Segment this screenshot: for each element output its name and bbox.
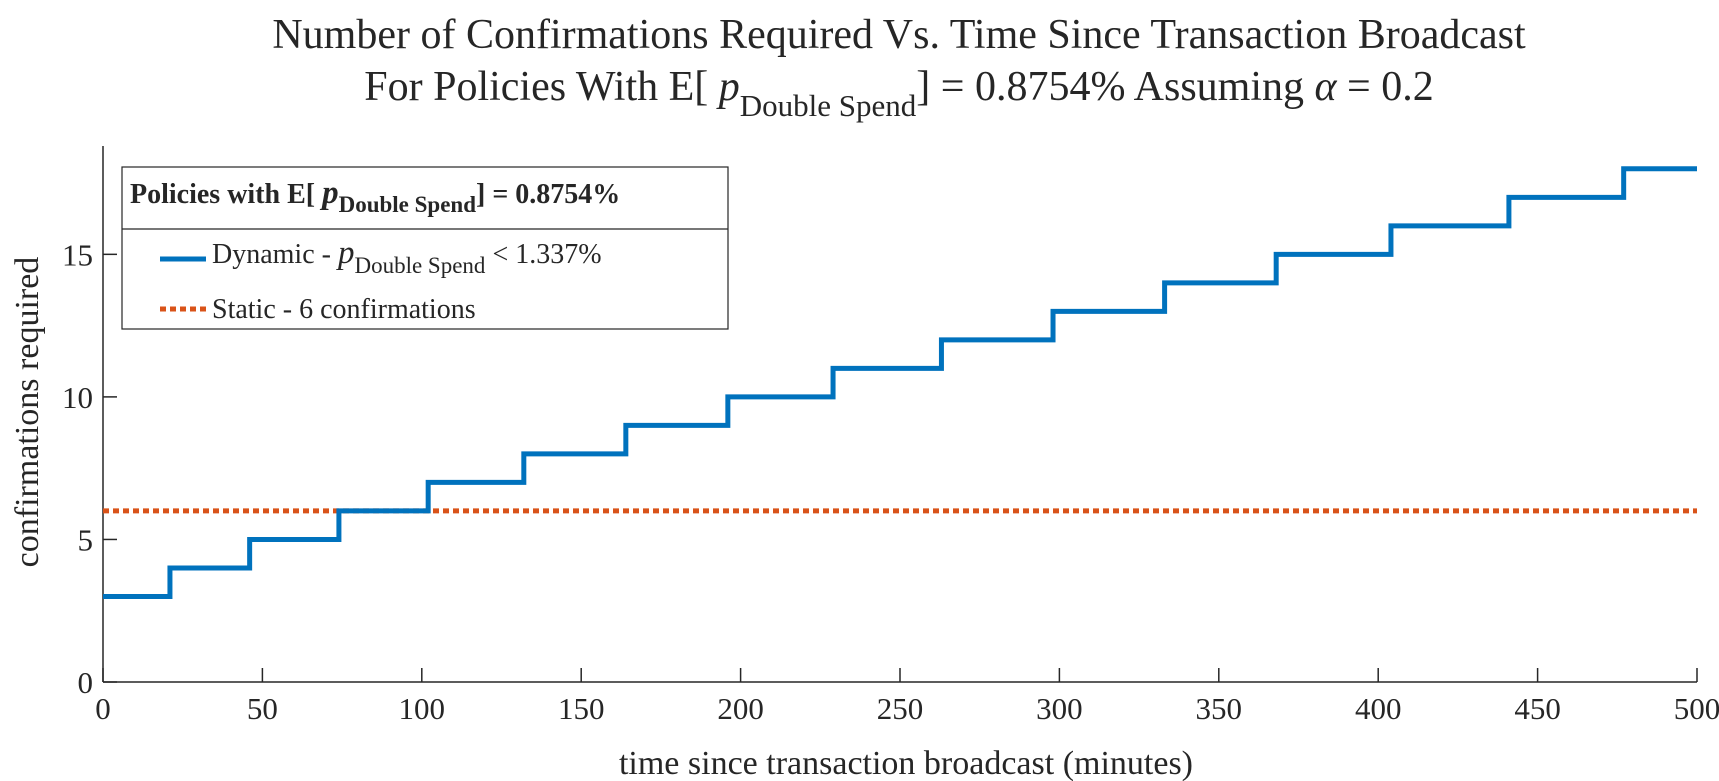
legend-dynamic-p: p <box>336 235 355 271</box>
title-suffix: ] = 0.8754% Assuming <box>916 64 1314 110</box>
x-tick-label: 100 <box>399 691 446 726</box>
legend: Policies with E[ pDouble Spend] = 0.8754… <box>121 166 729 330</box>
title-sub: Double Spend <box>740 88 917 123</box>
x-tick-label: 50 <box>247 691 278 726</box>
title-alpha: α <box>1315 64 1338 110</box>
y-tick-label: 0 <box>78 665 94 700</box>
x-tick-label: 200 <box>717 691 764 726</box>
y-tick-label: 15 <box>62 237 93 272</box>
y-tick-label: 5 <box>78 522 94 557</box>
legend-title: Policies with E[ pDouble Spend] = 0.8754… <box>130 175 620 217</box>
x-tick-label: 350 <box>1196 691 1243 726</box>
y-axis-label: confirmations required <box>9 257 46 568</box>
legend-title-suffix: ] = 0.8754% <box>476 179 620 210</box>
title-prefix: For Policies With E[ <box>364 64 719 110</box>
chart-title-line1: Number of Confirmations Required Vs. Tim… <box>272 12 1526 58</box>
x-tick-label: 300 <box>1036 691 1083 726</box>
series-lines <box>103 166 1697 599</box>
title-p: p <box>716 64 740 110</box>
y-tick-label: 10 <box>62 380 93 415</box>
legend-dynamic-prefix: Dynamic - <box>212 239 338 270</box>
x-tick-label: 0 <box>95 691 111 726</box>
legend-title-p: p <box>319 175 339 211</box>
legend-box <box>121 166 729 330</box>
x-tick-label: 450 <box>1514 691 1561 726</box>
legend-label-dynamic: Dynamic - pDouble Spend < 1.337% <box>212 235 602 278</box>
x-tick-label: 150 <box>558 691 605 726</box>
legend-label-static: Static - 6 confirmations <box>212 294 476 325</box>
x-axis-label: time since transaction broadcast (minute… <box>619 745 1193 781</box>
x-tick-label: 500 <box>1674 691 1719 726</box>
series-dynamic-line <box>103 166 1697 599</box>
axes: 0 50 100 150 200 250 300 350 400 450 500 0 5 10 15 <box>62 146 1719 726</box>
chart-title-line2: For Policies With E[ pDouble Spend] = 0.… <box>364 64 1433 123</box>
x-tick-label: 250 <box>877 691 924 726</box>
legend-title-prefix: Policies with E[ <box>130 179 322 210</box>
x-tick-label: 400 <box>1355 691 1402 726</box>
legend-dynamic-sub: Double Spend <box>354 253 485 278</box>
legend-title-sub: Double Spend <box>339 192 477 217</box>
legend-dynamic-suffix: < 1.337% <box>485 239 601 270</box>
title-end: = 0.2 <box>1337 64 1434 110</box>
